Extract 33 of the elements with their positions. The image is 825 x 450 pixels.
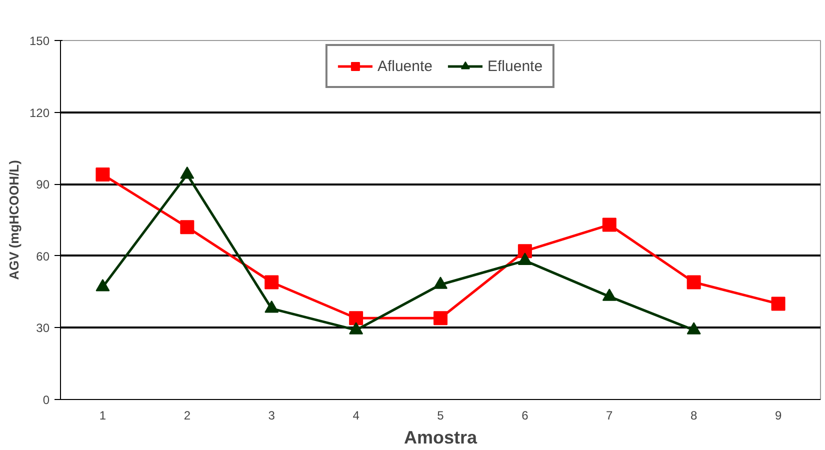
point: [771, 296, 786, 311]
point: [686, 322, 701, 334]
point: [602, 218, 616, 232]
x-tick-label: 2: [184, 408, 191, 422]
point: [264, 300, 279, 313]
y-tick-label: 30: [36, 321, 50, 336]
y-tick-label: 120: [29, 106, 50, 120]
point: [518, 252, 532, 265]
point: [96, 279, 110, 292]
x-tick-label: 6: [522, 408, 529, 422]
y-tick-label: 0: [42, 393, 50, 407]
x-tick-label: 8: [690, 408, 698, 422]
y-axis-title: AGV (mgHCOOH/L): [6, 160, 22, 280]
x-tick-label: 9: [774, 408, 782, 422]
legend-label: Efluente: [488, 58, 543, 74]
x-tick-label: 1: [99, 408, 106, 422]
point: [518, 244, 532, 258]
x-tick-label: 4: [352, 408, 360, 422]
x-tick-label: 5: [437, 408, 444, 422]
point: [349, 322, 364, 334]
y-tick-label: 150: [29, 34, 50, 48]
legend-label: Afluente: [377, 58, 432, 74]
x-tick-label: 3: [268, 408, 276, 422]
y-tick-label: 90: [36, 178, 50, 192]
point: [434, 276, 448, 289]
y-tick-label: 60: [36, 249, 50, 264]
x-axis-title: Amostra: [404, 428, 478, 448]
point: [686, 275, 701, 290]
x-tick-label: 7: [606, 408, 614, 422]
point: [180, 220, 194, 234]
point: [602, 288, 616, 301]
point: [264, 275, 279, 290]
point: [96, 168, 110, 182]
